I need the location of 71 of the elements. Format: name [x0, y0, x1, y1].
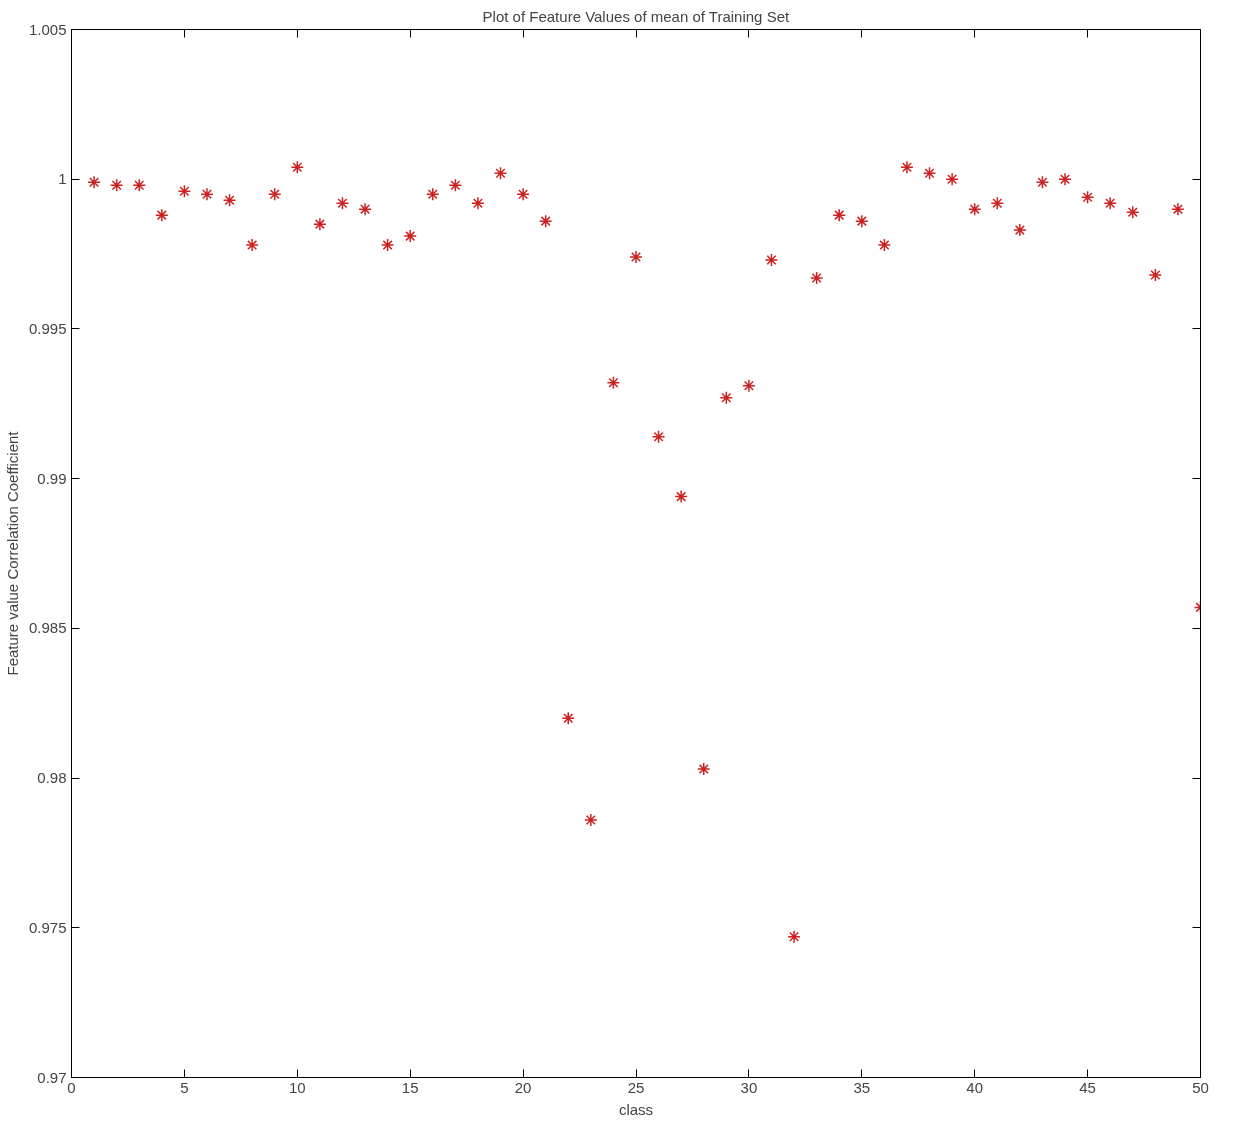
x-tick-label: 20 — [514, 1078, 532, 1096]
point — [561, 711, 576, 725]
x-tick-label: 45 — [1079, 1078, 1096, 1096]
point — [200, 187, 214, 201]
point — [177, 184, 192, 198]
point — [493, 166, 508, 180]
point — [267, 187, 282, 201]
point — [629, 250, 643, 264]
x-tick-label: 50 — [1192, 1078, 1209, 1096]
point — [1080, 190, 1095, 204]
y-tick-label: 0.985 — [28, 619, 67, 637]
y-tick-label: 0.995 — [28, 319, 67, 337]
point — [1171, 202, 1185, 216]
x-tick-label: 5 — [180, 1078, 189, 1096]
point — [674, 489, 688, 504]
point — [832, 208, 846, 222]
x-tick-label: 25 — [627, 1078, 645, 1096]
point — [877, 238, 892, 252]
x-tick-label: 15 — [401, 1078, 419, 1096]
point — [651, 429, 666, 444]
point — [696, 762, 711, 776]
y-axis-title: Feature value Correlation Coefficient — [3, 430, 21, 676]
point — [132, 178, 146, 192]
point — [471, 196, 485, 210]
point — [922, 166, 937, 180]
point — [1058, 172, 1072, 186]
point — [335, 196, 350, 210]
point — [155, 208, 169, 222]
point — [538, 214, 553, 228]
point — [809, 271, 824, 285]
point — [358, 202, 372, 216]
x-tick-label: 10 — [288, 1078, 306, 1096]
y-tick-label: 0.99 — [37, 469, 67, 487]
point — [313, 217, 327, 231]
point — [403, 229, 417, 243]
x-axis-title: class — [618, 1100, 654, 1118]
point — [245, 238, 259, 252]
point — [787, 930, 801, 944]
x-tick-label: 40 — [966, 1078, 984, 1096]
point — [516, 187, 530, 201]
point — [109, 178, 124, 192]
point — [426, 187, 440, 201]
y-tick-label: 1.005 — [28, 20, 67, 38]
point — [606, 376, 621, 390]
x-tick-label: 0 — [67, 1078, 76, 1096]
point — [967, 202, 982, 216]
point — [290, 160, 305, 174]
point — [584, 813, 598, 827]
y-tick-label: 0.97 — [37, 1068, 67, 1086]
point — [87, 175, 101, 189]
point — [1126, 205, 1140, 219]
point — [719, 391, 734, 405]
point — [380, 238, 395, 252]
y-tick-label: 0.98 — [37, 769, 67, 787]
point — [900, 160, 914, 174]
point — [1013, 223, 1027, 237]
x-tick-label: 30 — [740, 1078, 758, 1096]
x-tick-label: 35 — [853, 1078, 871, 1096]
y-tick-label: 1 — [58, 170, 67, 188]
point — [222, 193, 237, 207]
point — [855, 214, 869, 228]
point — [764, 253, 779, 267]
point — [1035, 175, 1050, 189]
y-tick-label: 0.975 — [28, 918, 67, 936]
point — [742, 379, 756, 393]
point — [945, 172, 959, 186]
point — [448, 178, 463, 192]
chart-title: Plot of Feature Values of mean of Training Set — [482, 7, 790, 25]
point — [1148, 268, 1163, 282]
point — [1103, 196, 1117, 210]
point — [990, 196, 1005, 210]
